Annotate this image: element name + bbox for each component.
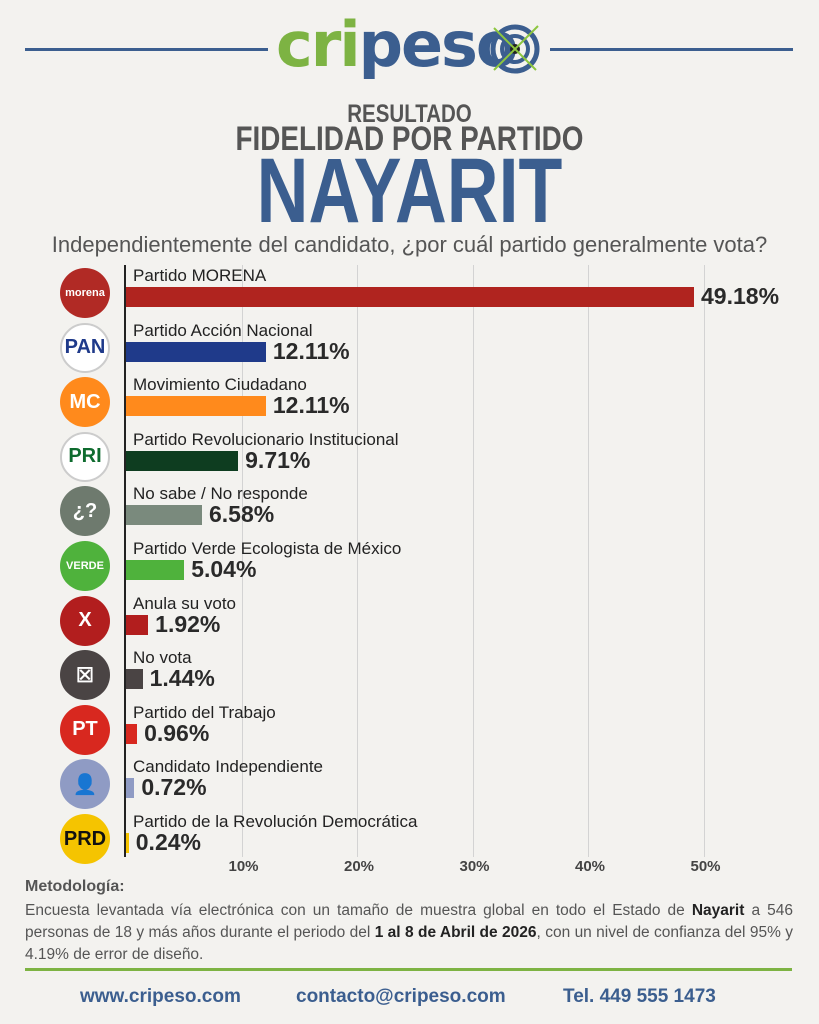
category-label: Movimiento Ciudadano <box>133 375 307 395</box>
pri-logo-icon: PRI <box>60 431 110 482</box>
x-tick-label: 10% <box>228 858 259 875</box>
gridline <box>472 265 474 857</box>
category-label: Partido de la Revolución Democrática <box>133 812 418 831</box>
prd-logo-icon: PRD <box>60 814 110 864</box>
movimiento-ciudadano-logo-icon: MC <box>60 377 110 428</box>
category-label: Partido Acción Nacional <box>133 320 313 340</box>
bar-4 <box>126 505 202 526</box>
question-icon: ¿? <box>60 486 110 537</box>
email-link[interactable]: contacto@cripeso.com <box>296 986 506 1007</box>
website-link[interactable]: www.cripeso.com <box>80 986 241 1007</box>
value-label: 12.11% <box>272 392 350 419</box>
bar-8 <box>126 723 138 744</box>
value-label: 49.18% <box>701 283 780 309</box>
category-label: Candidato Independiente <box>133 757 323 777</box>
title-fidelidad: FIDELIDAD POR PARTIDO <box>235 120 584 158</box>
category-label: Partido MORENA <box>133 266 267 285</box>
methodology-title: Metodología: <box>25 878 125 895</box>
value-label: 9.71% <box>245 446 311 473</box>
bar-1 <box>126 341 266 362</box>
category-label: No sabe / No responde <box>133 484 308 504</box>
morena-logo-icon: morena <box>60 268 110 318</box>
value-label: 0.96% <box>144 719 210 746</box>
phone-number: Tel. 449 555 1473 <box>563 986 716 1007</box>
category-label: Partido Revolucionario Institucional <box>133 429 399 449</box>
title-resultado: RESULTADO <box>347 100 472 128</box>
target-icon <box>490 24 540 74</box>
gridline <box>357 265 358 857</box>
gridline <box>588 265 589 857</box>
gridline <box>241 265 243 857</box>
category-label: Partido Verde Ecologista de México <box>133 539 402 558</box>
title-state: NAYARIT <box>256 140 563 242</box>
ballot-box-icon: ☒ <box>60 650 110 701</box>
bar-10 <box>126 833 129 853</box>
value-label: 0.24% <box>135 829 201 855</box>
bar-6 <box>126 614 149 635</box>
pan-logo-icon: PAN <box>60 322 110 373</box>
x-tick-label: 50% <box>690 858 721 875</box>
bar-3 <box>126 450 239 471</box>
cripeso-logo: cripeso <box>276 8 546 84</box>
bar-7 <box>126 669 143 690</box>
footer-divider <box>25 968 792 971</box>
value-label: 1.44% <box>149 665 215 692</box>
methodology-text: Encuesta levantada vía electrónica con u… <box>25 902 793 963</box>
pt-logo-icon: PT <box>60 704 110 755</box>
x-tick-label: 20% <box>343 858 375 875</box>
category-label: Anula su voto <box>133 593 237 613</box>
category-label: Partido del Trabajo <box>133 702 276 722</box>
header-line-left <box>25 48 268 51</box>
y-axis-line <box>124 265 126 857</box>
bar-2 <box>126 396 266 417</box>
person-icon: 👤 <box>60 759 110 810</box>
header-line-right <box>550 48 793 51</box>
bar-5 <box>126 560 185 580</box>
value-label: 0.72% <box>141 774 207 801</box>
value-label: 5.04% <box>191 556 257 582</box>
category-label: No vota <box>133 648 192 668</box>
value-label: 1.92% <box>155 610 221 637</box>
question-text: Independientemente del candidato, ¿por c… <box>51 232 768 257</box>
x-tick-label: 40% <box>574 858 606 875</box>
verde-logo-icon: VERDE <box>60 541 110 591</box>
gridline <box>703 265 705 857</box>
value-label: 12.11% <box>272 337 350 364</box>
x-annul-icon: X <box>60 595 110 646</box>
value-label: 6.58% <box>208 501 275 528</box>
bar-0 <box>126 287 695 307</box>
x-tick-label: 30% <box>459 858 490 875</box>
bar-9 <box>126 778 135 799</box>
